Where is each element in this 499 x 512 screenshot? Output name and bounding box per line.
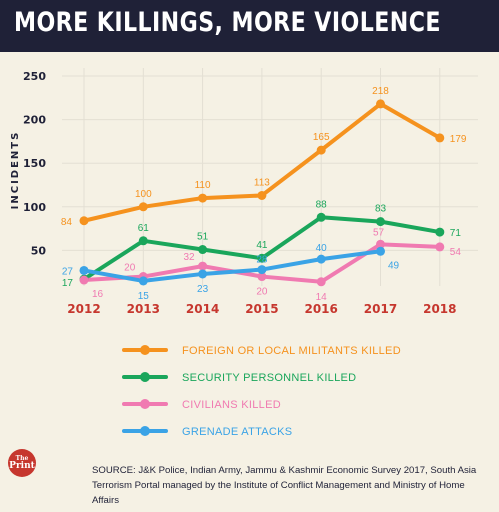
source-note: SOURCE: J&K Police, Indian Army, Jammu &… <box>92 465 477 506</box>
data-label: 15 <box>138 291 150 302</box>
data-label: 28 <box>256 255 268 266</box>
data-point <box>198 269 208 279</box>
data-point <box>316 212 326 222</box>
legend-swatch-dot <box>140 372 150 382</box>
x-tick-label: 2012 <box>67 302 100 316</box>
data-point <box>316 277 326 287</box>
data-point <box>79 216 89 226</box>
the-print-logo: The Print <box>8 449 36 477</box>
series-line <box>82 249 383 283</box>
logo-line2: Print <box>9 460 35 471</box>
y-tick-label: 150 <box>23 157 46 170</box>
data-label: 32 <box>183 252 195 263</box>
data-point <box>257 190 267 200</box>
data-point <box>198 193 208 203</box>
data-label: 83 <box>375 204 387 215</box>
legend-label: GRENADE ATTACKS <box>182 426 292 438</box>
data-point <box>79 275 89 285</box>
data-label: 27 <box>62 266 74 277</box>
data-point <box>376 99 385 109</box>
data-point <box>198 245 208 255</box>
legend-swatch-dot <box>140 426 150 436</box>
data-point <box>316 145 326 155</box>
data-label: 17 <box>62 278 74 289</box>
title-bar: MORE KILLINGS, MORE VIOLENCE <box>0 0 499 52</box>
legend-swatch-dot <box>140 399 150 409</box>
y-tick-label: 200 <box>23 114 46 127</box>
y-axis-label: INCIDENTS <box>10 131 21 210</box>
data-label: 84 <box>61 217 73 228</box>
data-point <box>316 254 326 264</box>
legend-label: FOREIGN OR LOCAL MILITANTS KILLED <box>182 345 401 357</box>
y-tick-label: 250 <box>23 70 46 83</box>
data-point <box>376 246 385 256</box>
data-point <box>138 236 148 246</box>
data-label: 165 <box>313 132 330 143</box>
data-point <box>257 253 267 263</box>
data-point <box>138 276 148 286</box>
data-point <box>435 227 445 237</box>
data-point <box>376 217 385 227</box>
logo-line1: The <box>15 454 29 462</box>
data-point <box>435 242 445 252</box>
data-point <box>198 261 208 271</box>
y-tick-label: 50 <box>31 244 47 257</box>
x-tick-label: 2016 <box>304 302 337 316</box>
data-label: 20 <box>256 287 268 298</box>
legend-label: CIVILIANS KILLED <box>182 399 281 411</box>
data-point <box>257 272 267 282</box>
x-tick-label: 2013 <box>127 302 160 316</box>
data-label: 23 <box>197 284 209 295</box>
data-point <box>79 265 89 275</box>
data-label: 88 <box>316 199 328 210</box>
data-point <box>435 133 445 143</box>
data-label: 41 <box>256 240 268 251</box>
data-label: 218 <box>372 86 389 97</box>
data-label: 40 <box>316 243 328 254</box>
data-label: 110 <box>195 180 211 191</box>
y-tick-label: 100 <box>23 201 46 214</box>
data-point <box>376 239 385 249</box>
data-label: 51 <box>197 232 209 243</box>
data-point <box>138 202 148 212</box>
data-label: 14 <box>316 292 328 303</box>
data-label: 179 <box>450 134 467 145</box>
data-label: 16 <box>92 289 104 300</box>
data-label: 71 <box>450 228 462 239</box>
data-label: 61 <box>138 223 150 234</box>
data-label: 57 <box>373 227 385 238</box>
x-tick-label: 2015 <box>245 302 278 316</box>
data-point <box>257 265 267 275</box>
data-label: 100 <box>135 189 152 200</box>
data-label: 113 <box>254 177 270 188</box>
legend-swatch-dot <box>140 345 150 355</box>
x-tick-label: 2017 <box>364 302 397 316</box>
legend-label: SECURITY PERSONNEL KILLED <box>182 372 356 384</box>
data-label: 20 <box>124 263 136 274</box>
chart-title: MORE KILLINGS, MORE VIOLENCE <box>14 7 441 38</box>
x-tick-label: 2014 <box>186 302 219 316</box>
x-tick-label: 2018 <box>423 302 456 316</box>
data-label: 54 <box>450 247 462 258</box>
data-label: 49 <box>388 260 400 271</box>
